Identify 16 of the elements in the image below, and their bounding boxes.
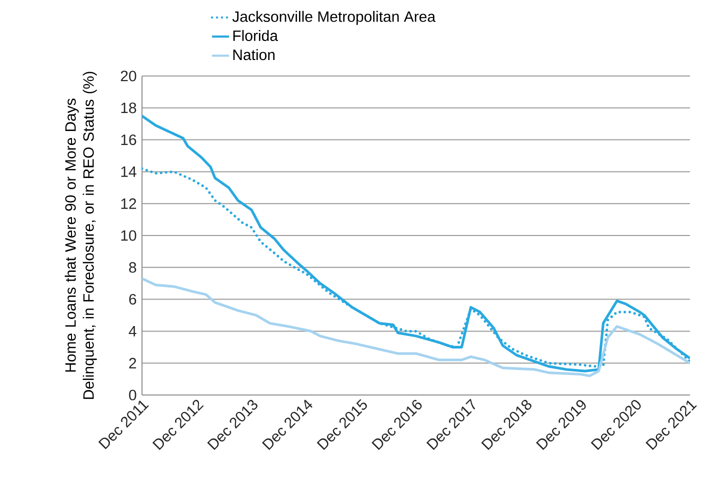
legend-label: Jacksonville Metropolitan Area [232, 10, 436, 25]
line-series [142, 277, 690, 378]
y-tick-label: 4 [128, 326, 136, 336]
y-tick-label: 12 [121, 198, 136, 209]
legend-label: Nation [233, 49, 275, 60]
y-tick-label: 10 [121, 230, 136, 241]
y-tick-label: 16 [121, 134, 136, 146]
y-tick-label: 0 [129, 390, 136, 400]
y-tick-label: 6 [129, 294, 136, 305]
legend-label: Florida [233, 30, 278, 42]
y-tick-label: 18 [121, 102, 136, 114]
y-axis-title: Home Loans that Were 90 or More Days Delinquent, in Foreclosure, or in REO Status (%) [64, 72, 97, 399]
y-tick-label: 8 [129, 262, 136, 273]
y-tick-label: 2 [129, 358, 136, 368]
y-tick-label: 14 [121, 166, 136, 177]
y-tick-label: 20 [120, 70, 136, 82]
